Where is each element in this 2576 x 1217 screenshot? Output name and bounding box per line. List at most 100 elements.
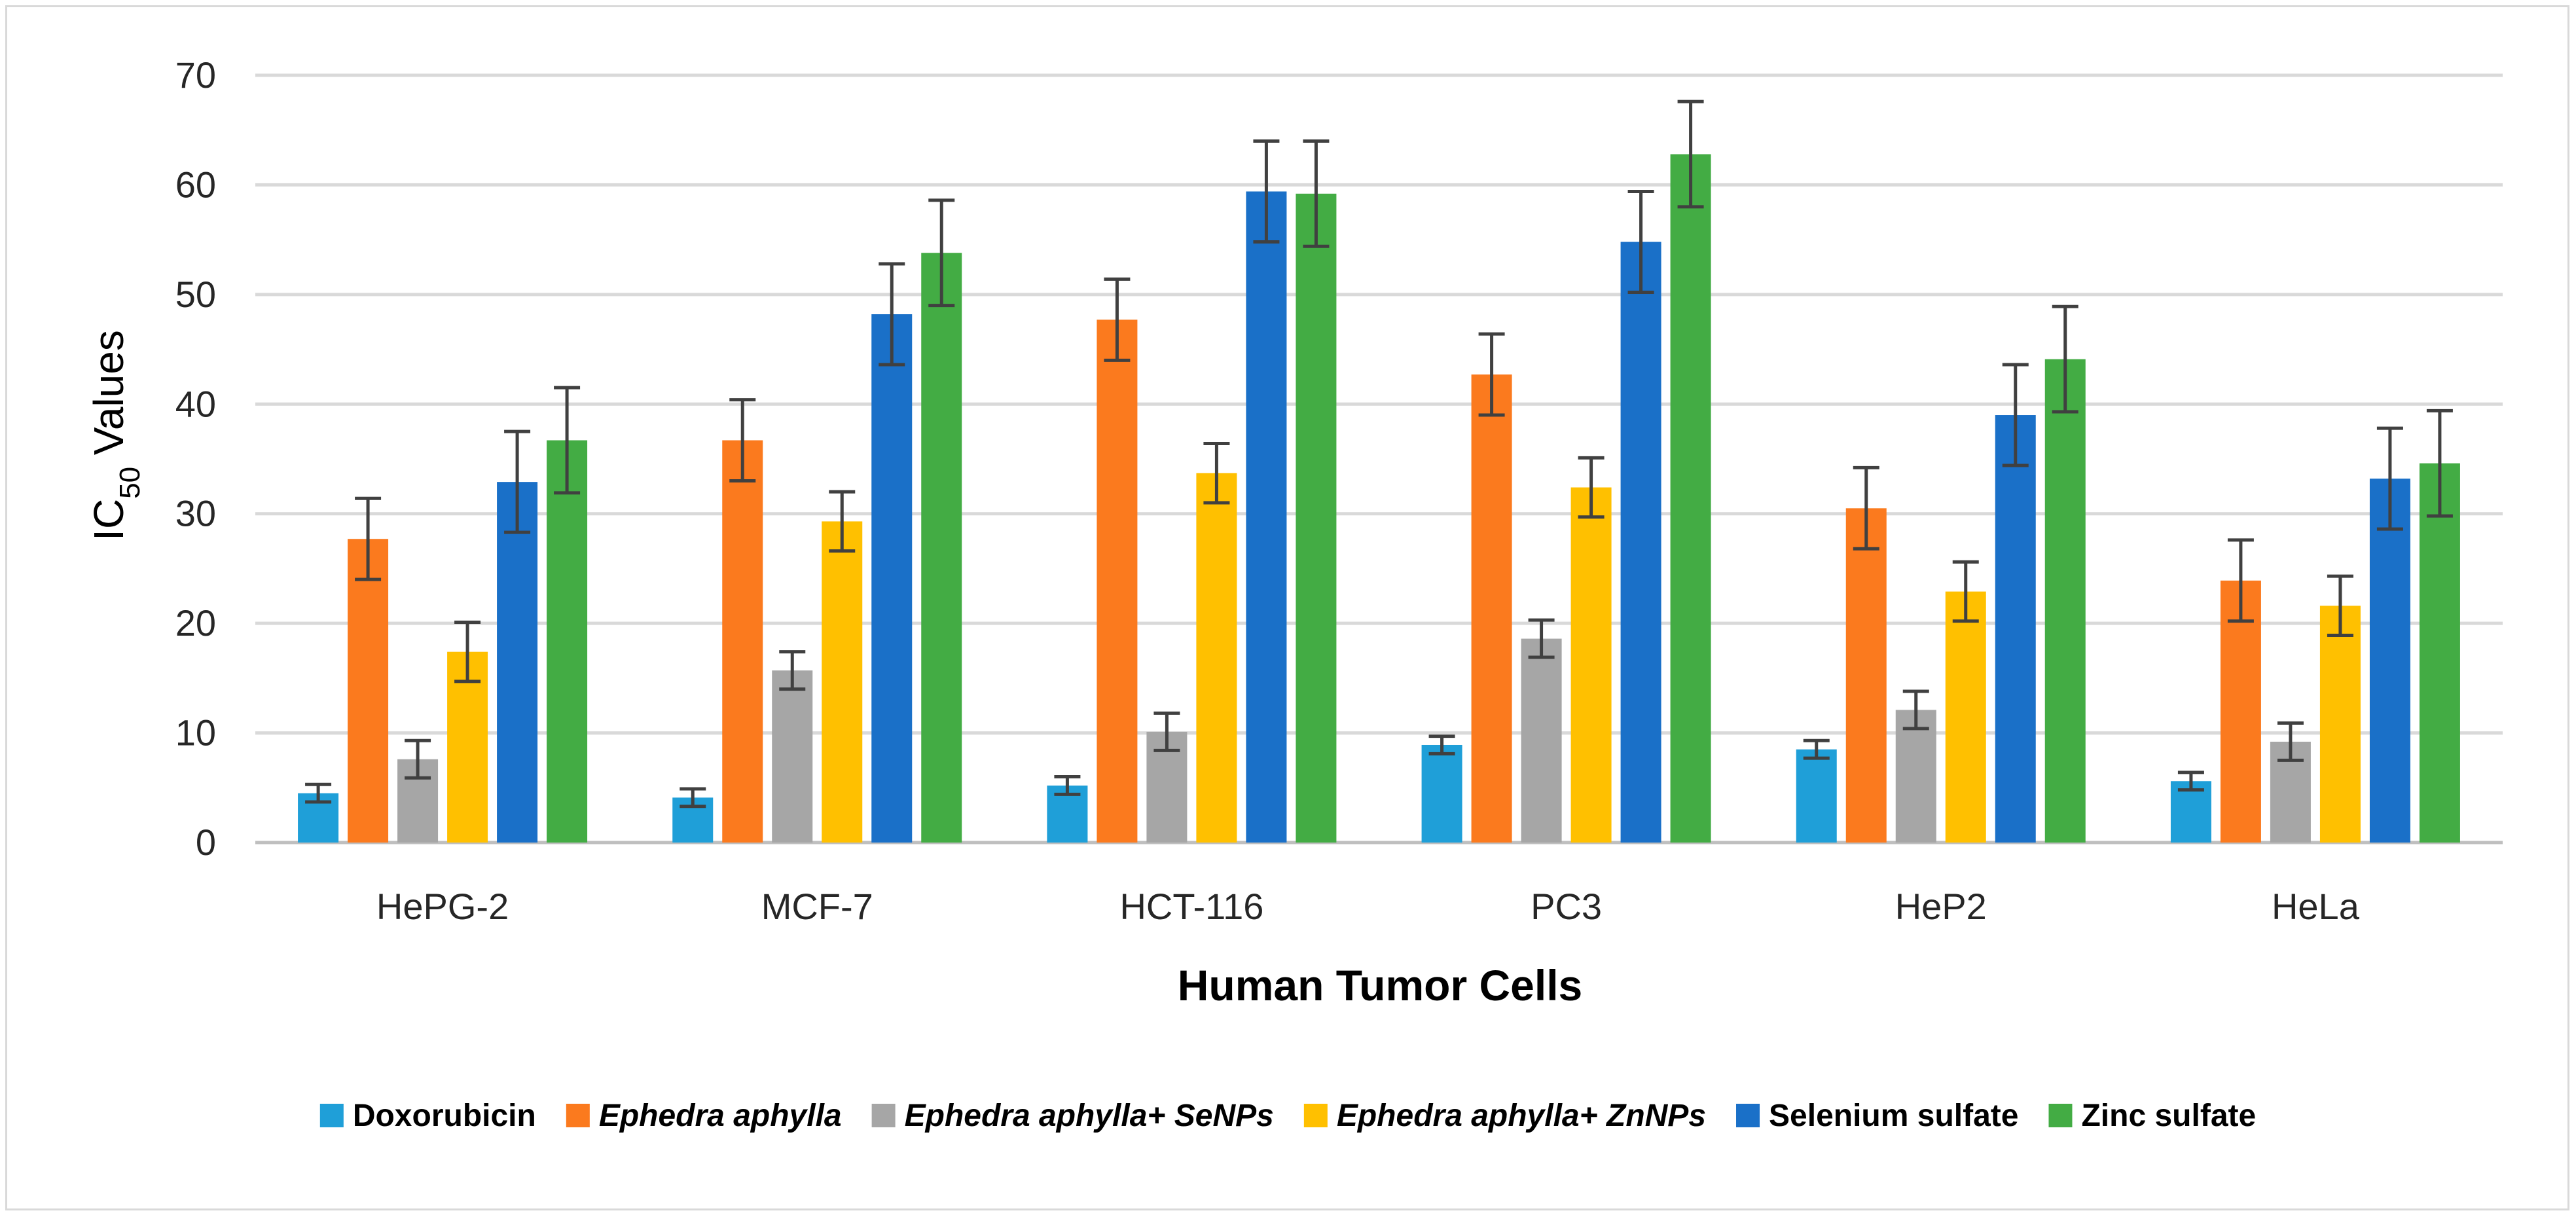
error-bar-HeP2-Ephedra-aphylla-ZnNPs xyxy=(1952,560,1979,623)
error-bar-HeLa-Ephedra-aphylla xyxy=(2227,538,2254,623)
bar-HCT-116-Ephedra-aphylla-ZnNPs xyxy=(1196,473,1237,843)
error-bar-HeLa-Selenium-sulfate xyxy=(2376,426,2403,531)
error-bar-PC3-Ephedra-aphylla-SeNPs xyxy=(1528,618,1555,659)
error-bar-PC3-Ephedra-aphylla-ZnNPs xyxy=(1578,456,1605,519)
y-tick-label-70: 70 xyxy=(175,54,216,96)
error-bar-HCT-116-Ephedra-aphylla-ZnNPs xyxy=(1203,442,1230,505)
error-bar-HeP2-Selenium-sulfate xyxy=(2002,363,2029,467)
bar-HeLa-Zinc-sulfate xyxy=(2419,463,2460,843)
y-tick-label-10: 10 xyxy=(175,712,216,754)
y-axis-title-subscript: 50 xyxy=(114,467,146,499)
error-bar-PC3-Doxorubicin xyxy=(1428,735,1455,755)
error-bar-HeP2-Doxorubicin xyxy=(1803,738,1830,760)
bar-HCT-116-Selenium-sulfate xyxy=(1246,191,1287,843)
error-bar-MCF-7-Selenium-sulfate xyxy=(879,262,905,367)
bar-HeP2-Ephedra-aphylla-SeNPs xyxy=(1895,710,1936,843)
error-bar-PC3-Zinc-sulfate xyxy=(1677,100,1704,209)
error-bar-HePG-2-Zinc-sulfate xyxy=(554,386,581,495)
error-bar-HCT-116-Doxorubicin xyxy=(1054,775,1081,796)
error-bar-MCF-7-Ephedra-aphylla xyxy=(729,398,756,482)
bar-MCF-7-Ephedra-aphylla-ZnNPs xyxy=(822,521,863,843)
error-bar-HeLa-Ephedra-aphylla-ZnNPs xyxy=(2327,574,2353,638)
bar-HeP2-Selenium-sulfate xyxy=(1995,415,2036,843)
error-bar-HeP2-Zinc-sulfate xyxy=(2052,304,2078,414)
bar-PC3-Ephedra-aphylla xyxy=(1471,374,1512,843)
legend-swatch-Zinc-sulfate xyxy=(2048,1104,2073,1127)
bar-HePG-2-Ephedra-aphylla xyxy=(348,539,389,843)
error-bar-HCT-116-Zinc-sulfate xyxy=(1303,139,1330,248)
bar-MCF-7-Zinc-sulfate xyxy=(921,253,962,843)
error-bar-HePG-2-Selenium-sulfate xyxy=(504,429,531,534)
x-tick-label-MCF-7: MCF-7 xyxy=(761,886,873,927)
bar-HeLa-Selenium-sulfate xyxy=(2369,479,2410,843)
legend-label-Doxorubicin: Doxorubicin xyxy=(353,1099,536,1133)
legend-swatch-Ephedra-aphylla-SeNPs xyxy=(871,1104,896,1127)
bar-MCF-7-Selenium-sulfate xyxy=(871,314,913,843)
bar-HePG-2-Ephedra-aphylla-ZnNPs xyxy=(447,651,488,843)
error-bar-HeP2-Ephedra-aphylla-SeNPs xyxy=(1902,689,1929,731)
error-bar-PC3-Ephedra-aphylla xyxy=(1478,332,1505,417)
chart-frame xyxy=(5,5,2569,1210)
error-bar-MCF-7-Doxorubicin xyxy=(680,787,706,808)
bar-MCF-7-Ephedra-aphylla-SeNPs xyxy=(772,670,813,843)
x-tick-label-HCT-116: HCT-116 xyxy=(1119,886,1263,927)
y-tick-label-50: 50 xyxy=(175,274,216,315)
bar-PC3-Ephedra-aphylla-SeNPs xyxy=(1521,638,1562,843)
bar-HCT-116-Ephedra-aphylla xyxy=(1097,319,1138,843)
y-axis-title: IC50 Values xyxy=(85,330,146,541)
bar-PC3-Ephedra-aphylla-ZnNPs xyxy=(1570,487,1612,843)
y-tick-label-30: 30 xyxy=(175,493,216,534)
legend-swatch-Ephedra-aphylla-ZnNPs xyxy=(1303,1104,1328,1127)
bar-HeLa-Ephedra-aphylla-ZnNPs xyxy=(2319,606,2361,843)
x-axis-title: Human Tumor Cells xyxy=(1178,961,1583,1009)
error-bar-MCF-7-Zinc-sulfate xyxy=(928,198,955,308)
y-tick-label-40: 40 xyxy=(175,383,216,424)
error-bars xyxy=(305,100,2453,808)
bar-HeP2-Ephedra-aphylla xyxy=(1845,508,1887,843)
legend-label-Ephedra-aphylla-SeNPs: Ephedra aphylla+ SeNPs xyxy=(905,1099,1274,1133)
error-bar-MCF-7-Ephedra-aphylla-SeNPs xyxy=(779,650,806,691)
x-tick-label-HePG-2: HePG-2 xyxy=(376,886,509,927)
y-axis-ticks: 0 10 20 30 40 50 60 70 xyxy=(175,54,216,863)
legend-label-Ephedra-aphylla-ZnNPs: Ephedra aphylla+ ZnNPs xyxy=(1337,1099,1706,1133)
error-bar-HCT-116-Selenium-sulfate xyxy=(1253,139,1280,244)
x-tick-label-HeP2: HeP2 xyxy=(1895,886,1987,927)
bar-HePG-2-Zinc-sulfate xyxy=(547,440,588,843)
error-bar-HePG-2-Ephedra-aphylla-SeNPs xyxy=(405,738,431,780)
error-bar-HeLa-Ephedra-aphylla-SeNPs xyxy=(2277,721,2304,762)
bar-MCF-7-Ephedra-aphylla xyxy=(722,440,763,843)
bar-PC3-Zinc-sulfate xyxy=(1670,154,1711,843)
legend-swatch-Selenium-sulfate xyxy=(1736,1104,1760,1127)
error-bar-HePG-2-Ephedra-aphylla-ZnNPs xyxy=(454,620,481,683)
bar-HeP2-Zinc-sulfate xyxy=(2044,359,2086,843)
bar-HeP2-Ephedra-aphylla-ZnNPs xyxy=(1945,591,1986,843)
bar-HCT-116-Zinc-sulfate xyxy=(1296,193,1337,843)
error-bar-HeLa-Doxorubicin xyxy=(2177,771,2204,792)
y-tick-label-0: 0 xyxy=(196,822,216,863)
error-bar-HeP2-Ephedra-aphylla xyxy=(1853,465,1879,551)
y-axis-title-main: IC xyxy=(85,499,132,541)
y-tick-label-60: 60 xyxy=(175,164,216,205)
error-bar-HePG-2-Doxorubicin xyxy=(305,782,332,804)
x-axis-ticks: HePG-2 MCF-7 HCT-116 PC3 HeP2 HeLa xyxy=(376,886,2360,927)
legend-swatch-Ephedra-aphylla xyxy=(566,1104,590,1127)
error-bar-HePG-2-Ephedra-aphylla xyxy=(355,496,382,581)
bar-series xyxy=(298,154,2460,843)
legend-label-Ephedra-aphylla: Ephedra aphylla xyxy=(599,1099,842,1133)
error-bar-HCT-116-Ephedra-aphylla-SeNPs xyxy=(1153,711,1180,752)
error-bar-HeLa-Zinc-sulfate xyxy=(2426,409,2453,518)
legend-label-Selenium-sulfate: Selenium sulfate xyxy=(1769,1099,2018,1133)
error-bar-HCT-116-Ephedra-aphylla xyxy=(1104,277,1131,362)
y-tick-label-20: 20 xyxy=(175,602,216,644)
legend: Doxorubicin Ephedra aphylla Ephedra aphyll… xyxy=(319,1099,2256,1133)
error-bar-PC3-Selenium-sulfate xyxy=(1627,189,1654,295)
bar-PC3-Doxorubicin xyxy=(1421,744,1462,843)
bar-HeP2-Doxorubicin xyxy=(1796,749,1837,843)
bar-HeLa-Ephedra-aphylla xyxy=(2220,580,2261,843)
gridlines xyxy=(255,73,2503,845)
y-axis-title-rest: Values xyxy=(85,330,132,467)
legend-swatch-Doxorubicin xyxy=(319,1104,344,1127)
bar-HePG-2-Selenium-sulfate xyxy=(497,482,538,843)
x-tick-label-PC3: PC3 xyxy=(1531,886,1602,927)
